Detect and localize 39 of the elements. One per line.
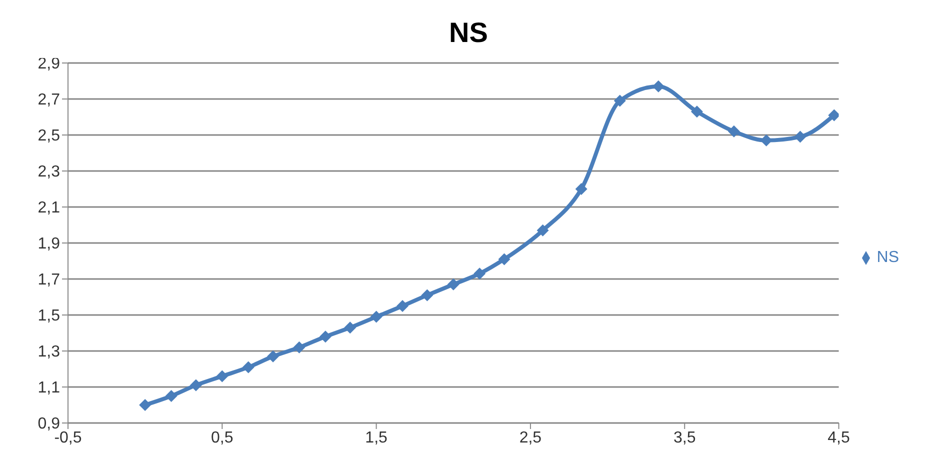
point bbox=[794, 130, 806, 143]
point bbox=[498, 253, 510, 266]
legend-label: NS bbox=[876, 249, 899, 266]
point bbox=[293, 341, 306, 354]
point bbox=[319, 330, 332, 343]
point bbox=[447, 278, 460, 290]
y-tick-label: 1,9 bbox=[38, 236, 60, 253]
point bbox=[396, 300, 409, 312]
point bbox=[575, 183, 588, 195]
point bbox=[614, 94, 626, 107]
point bbox=[421, 289, 434, 302]
point bbox=[828, 109, 839, 122]
y-tick-label: 1,7 bbox=[38, 272, 60, 289]
y-tick-label: 2,7 bbox=[38, 92, 60, 109]
point bbox=[165, 390, 178, 402]
point bbox=[690, 106, 703, 118]
x-tick-label: 1,5 bbox=[365, 429, 388, 446]
x-tick-label: 0,5 bbox=[211, 429, 234, 446]
point bbox=[474, 268, 486, 280]
point bbox=[370, 310, 382, 323]
point bbox=[190, 379, 202, 392]
x-tick-label: 2,5 bbox=[519, 429, 542, 446]
y-tick-label: 1,3 bbox=[38, 344, 60, 361]
point bbox=[728, 125, 740, 138]
y-tick-label: 1,1 bbox=[38, 380, 60, 397]
point bbox=[267, 350, 280, 362]
point bbox=[536, 224, 549, 236]
point bbox=[216, 370, 228, 382]
x-tick-label: 3,5 bbox=[673, 429, 696, 446]
y-tick-label: 2,5 bbox=[38, 128, 60, 145]
point bbox=[139, 399, 152, 411]
point bbox=[344, 322, 356, 334]
point bbox=[242, 361, 254, 374]
x-tick-label: 4,5 bbox=[828, 429, 850, 446]
y-tick-label: 2,1 bbox=[38, 200, 60, 217]
point bbox=[652, 80, 664, 92]
y-tick-label: 2,3 bbox=[38, 164, 60, 181]
y-tick-label: 1,5 bbox=[38, 308, 60, 325]
chart-title: NS bbox=[449, 17, 488, 48]
